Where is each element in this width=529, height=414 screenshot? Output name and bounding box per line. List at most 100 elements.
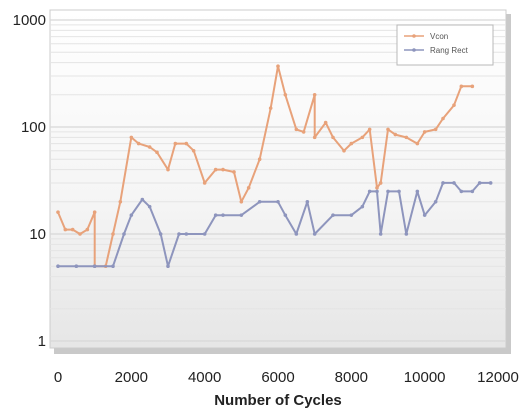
data-point xyxy=(177,232,181,236)
data-point xyxy=(331,213,335,217)
data-point xyxy=(386,189,390,194)
data-point xyxy=(294,127,299,132)
legend: Vcon Rang Rect xyxy=(396,24,494,66)
data-point xyxy=(312,232,317,236)
x-tick-label: 12000 xyxy=(477,369,519,386)
data-point xyxy=(140,197,145,202)
data-point xyxy=(375,186,379,190)
data-point xyxy=(294,232,299,236)
data-point xyxy=(323,120,328,125)
data-point xyxy=(213,167,218,172)
data-point xyxy=(452,103,456,107)
data-point xyxy=(386,127,390,132)
data-point xyxy=(367,127,372,132)
data-point xyxy=(85,227,90,232)
data-point xyxy=(441,116,445,121)
data-point xyxy=(422,130,427,134)
data-point xyxy=(433,199,438,204)
data-point xyxy=(92,210,97,214)
data-point xyxy=(78,232,82,236)
data-point xyxy=(441,181,445,185)
data-point xyxy=(312,135,317,140)
y-tick-label: 10 xyxy=(29,226,46,243)
data-point xyxy=(276,199,280,204)
x-tick-label: 10000 xyxy=(404,369,446,386)
data-point xyxy=(70,227,75,232)
data-point xyxy=(166,264,170,269)
legend-label: Vcon xyxy=(430,32,448,41)
data-point xyxy=(331,135,335,140)
x-tick-label: 2000 xyxy=(115,369,148,386)
data-point xyxy=(433,127,438,132)
data-point xyxy=(488,181,493,185)
data-point xyxy=(63,227,68,232)
data-point xyxy=(459,84,464,89)
data-point xyxy=(56,264,60,269)
data-point xyxy=(191,148,196,153)
data-point xyxy=(147,145,152,149)
data-point xyxy=(122,232,126,236)
data-point xyxy=(360,135,365,140)
data-point xyxy=(173,141,178,146)
data-point xyxy=(92,264,97,269)
data-point xyxy=(452,181,456,185)
data-point xyxy=(257,157,262,162)
data-point xyxy=(470,189,475,194)
x-axis-title: Number of Cycles xyxy=(214,392,342,409)
data-point xyxy=(202,232,207,236)
data-point xyxy=(74,264,79,269)
data-point xyxy=(111,232,115,236)
data-point xyxy=(147,204,152,209)
legend-marker xyxy=(412,34,416,38)
data-point xyxy=(342,148,346,153)
y-tick-label: 1000 xyxy=(13,12,46,29)
data-point xyxy=(129,135,134,140)
data-point xyxy=(378,181,383,185)
data-point xyxy=(404,232,409,236)
data-point xyxy=(158,232,163,236)
data-point xyxy=(129,213,134,217)
data-point xyxy=(239,213,244,217)
data-point xyxy=(221,167,225,172)
x-tick-label: 4000 xyxy=(188,369,221,386)
data-point xyxy=(221,213,225,217)
data-point xyxy=(155,150,159,155)
data-point xyxy=(184,141,189,146)
data-point xyxy=(305,199,310,204)
data-point xyxy=(166,167,170,172)
data-point xyxy=(136,141,141,146)
data-point xyxy=(283,92,288,97)
legend-label: Rang Rect xyxy=(430,46,469,55)
data-point xyxy=(312,92,317,97)
data-point xyxy=(118,199,123,204)
data-point xyxy=(301,130,306,134)
data-point xyxy=(111,264,115,269)
legend-marker xyxy=(412,48,416,52)
grid xyxy=(50,19,506,342)
data-point xyxy=(268,106,273,110)
data-point xyxy=(257,199,262,204)
data-point xyxy=(349,213,354,217)
series-line xyxy=(58,181,491,268)
data-point xyxy=(246,186,251,190)
data-point xyxy=(202,181,207,185)
data-point xyxy=(283,213,288,217)
data-point xyxy=(349,141,354,146)
data-point xyxy=(477,181,482,185)
data-point xyxy=(232,170,236,174)
data-point xyxy=(415,141,420,146)
y-tick-label: 1 xyxy=(38,333,46,350)
data-point xyxy=(360,204,365,209)
data-point xyxy=(459,189,464,194)
data-point xyxy=(184,232,189,236)
data-point xyxy=(56,210,60,214)
y-tick-label: 100 xyxy=(21,119,46,136)
legend-box xyxy=(396,24,494,66)
data-point xyxy=(397,189,401,194)
data-point xyxy=(470,84,475,89)
data-point xyxy=(239,199,244,204)
data-point xyxy=(404,135,409,140)
x-tick-label: 6000 xyxy=(261,369,294,386)
